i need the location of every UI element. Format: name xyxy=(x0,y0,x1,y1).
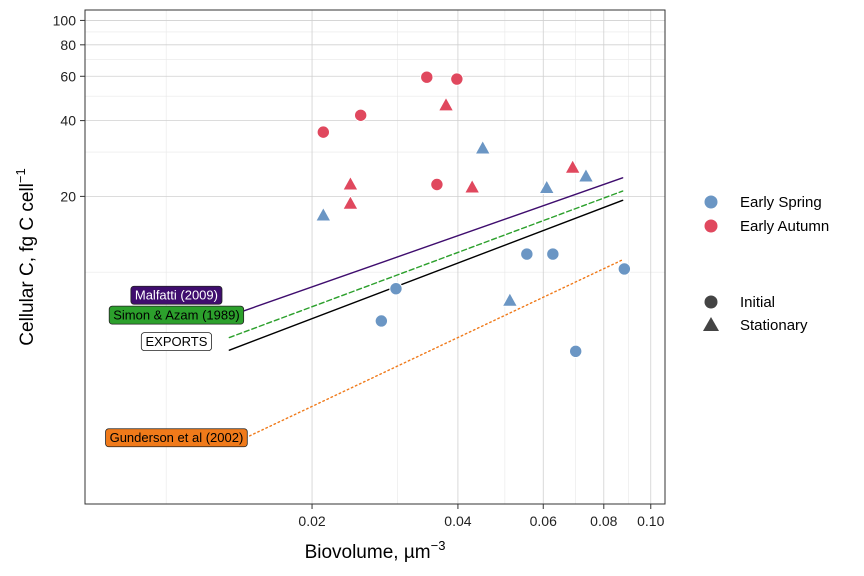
x-tick-label: 0.02 xyxy=(298,513,325,529)
point-early-spring-stationary xyxy=(577,167,595,183)
y-tick-label: 40 xyxy=(60,113,76,129)
point-early-autumn-initial xyxy=(430,177,444,192)
line-label-box xyxy=(105,428,248,448)
point-early-spring-stationary xyxy=(314,206,332,222)
line-label-box xyxy=(108,305,245,325)
y-tick-label: 60 xyxy=(60,68,76,84)
point-early-spring-initial xyxy=(568,344,583,358)
point-early-autumn-stationary xyxy=(564,158,582,174)
point-early-spring-initial xyxy=(617,262,632,276)
line-label-text: EXPORTS xyxy=(145,334,207,349)
y-tick-label: 20 xyxy=(60,188,76,204)
legend-key-early-autumn xyxy=(703,218,719,234)
x-tick-label: 0.10 xyxy=(637,513,664,529)
x-tick-label: 0.04 xyxy=(444,513,471,529)
reference-line-simon-azam-1989 xyxy=(228,190,624,339)
legend-label-early-spring: Early Spring xyxy=(740,194,822,211)
line-label-box xyxy=(140,332,212,351)
point-early-spring-initial xyxy=(389,281,403,296)
reference-line-malfatti-2009 xyxy=(228,177,624,317)
point-early-autumn-initial xyxy=(316,125,331,139)
label-malfatti-2009: Malfatti (2009) xyxy=(130,285,223,305)
label-simon-azam-1989: Simon & Azam (1989) xyxy=(108,305,245,325)
point-early-spring-stationary xyxy=(538,178,556,194)
point-early-autumn-stationary xyxy=(437,96,455,112)
y-axis: 20 40 60 80 100 xyxy=(53,12,85,204)
reference-lines xyxy=(228,177,624,447)
point-early-spring-initial xyxy=(546,247,560,261)
reference-line-exports xyxy=(228,199,624,351)
point-early-spring-initial xyxy=(520,247,534,261)
label-exports: EXPORTS xyxy=(140,332,212,351)
line-label-text: Gunderson et al (2002) xyxy=(110,430,244,445)
line-label-text: Malfatti (2009) xyxy=(135,288,218,303)
plot-frame xyxy=(84,9,666,505)
line-label-box xyxy=(130,285,223,305)
legend-label-initial: Initial xyxy=(740,294,775,311)
x-axis: 0.02 0.04 0.06 0.08 0.10 xyxy=(298,504,665,529)
point-early-spring-stationary xyxy=(501,291,519,307)
x-tick-label: 0.08 xyxy=(590,513,617,529)
point-early-autumn-stationary xyxy=(463,178,481,194)
point-early-autumn-stationary xyxy=(342,175,359,191)
point-early-autumn-stationary xyxy=(342,194,359,210)
line-labels: Malfatti (2009) Simon & Azam (1989) EXPORT… xyxy=(105,285,248,448)
data-points xyxy=(314,70,632,358)
point-early-spring-stationary xyxy=(474,139,492,155)
grid xyxy=(85,10,665,504)
y-tick-label: 80 xyxy=(60,37,76,53)
point-early-autumn-initial xyxy=(353,108,368,122)
point-early-autumn-initial xyxy=(450,72,464,86)
legend-label-stationary: Stationary xyxy=(740,317,808,334)
y-tick-label: 100 xyxy=(53,12,77,28)
legend-key-stationary xyxy=(703,317,719,331)
y-axis-title: Cellular C, fg C cell−1 xyxy=(13,168,38,345)
reference-line-gunderson-et-al-2002 xyxy=(228,259,624,447)
legend-label-early-autumn: Early Autumn xyxy=(740,218,829,235)
label-gunderson-et-al-2002: Gunderson et al (2002) xyxy=(105,428,248,448)
x-axis-title: Biovolume, µm−3 xyxy=(305,538,446,563)
line-label-text: Simon & Azam (1989) xyxy=(113,308,239,323)
legend-key-initial xyxy=(704,295,718,309)
legend: Early Spring Early Autumn Initial Statio… xyxy=(703,194,829,334)
x-tick-label: 0.06 xyxy=(530,513,557,529)
point-early-spring-initial xyxy=(374,314,389,328)
legend-key-early-spring xyxy=(703,194,719,210)
point-early-autumn-initial xyxy=(420,70,434,84)
